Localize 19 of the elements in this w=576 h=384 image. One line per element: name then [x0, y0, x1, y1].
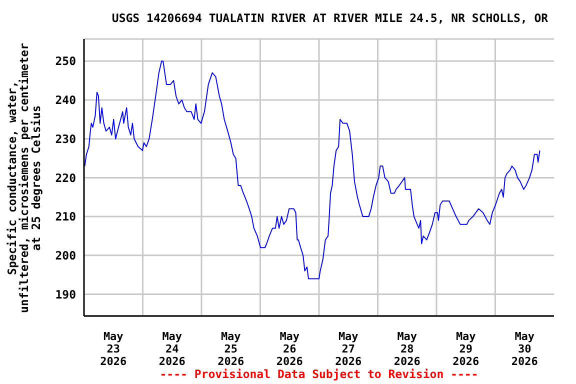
chart-title: USGS 14206694 TUALATIN RIVER AT RIVER MILE 24.5, NR SCHOLLS, OR [110, 11, 550, 25]
x-tick-label: May 28 2026 [394, 330, 421, 368]
x-tick-label: May 26 2026 [276, 330, 304, 368]
y-tick-label: 250 [55, 54, 76, 68]
x-tick-label: May 25 2026 [218, 330, 244, 368]
x-tick-label: May 30 2026 [511, 330, 538, 368]
x-tick-label: May 24 2026 [158, 330, 186, 368]
x-tick-label: May 27 2026 [335, 330, 362, 368]
y-tick-label: 240 [55, 93, 76, 108]
y-tick-label: 200 [55, 248, 76, 262]
y-tick-label: 230 [55, 132, 76, 146]
x-tick-label: May 29 2026 [452, 330, 480, 368]
line-series [84, 60, 540, 280]
y-axis-title: Specific conductance, water, unfiltered, microsiemens per centimeter at 25 degrees Celsius [5, 42, 43, 316]
x-tick-label: May 23 2026 [100, 330, 127, 368]
y-tick-label: 220 [55, 170, 76, 185]
y-tick-label: 190 [55, 287, 76, 302]
y-tick-label: 210 [55, 210, 76, 224]
text: ---- Provisional Data Subject to Revision ---- [158, 367, 480, 381]
